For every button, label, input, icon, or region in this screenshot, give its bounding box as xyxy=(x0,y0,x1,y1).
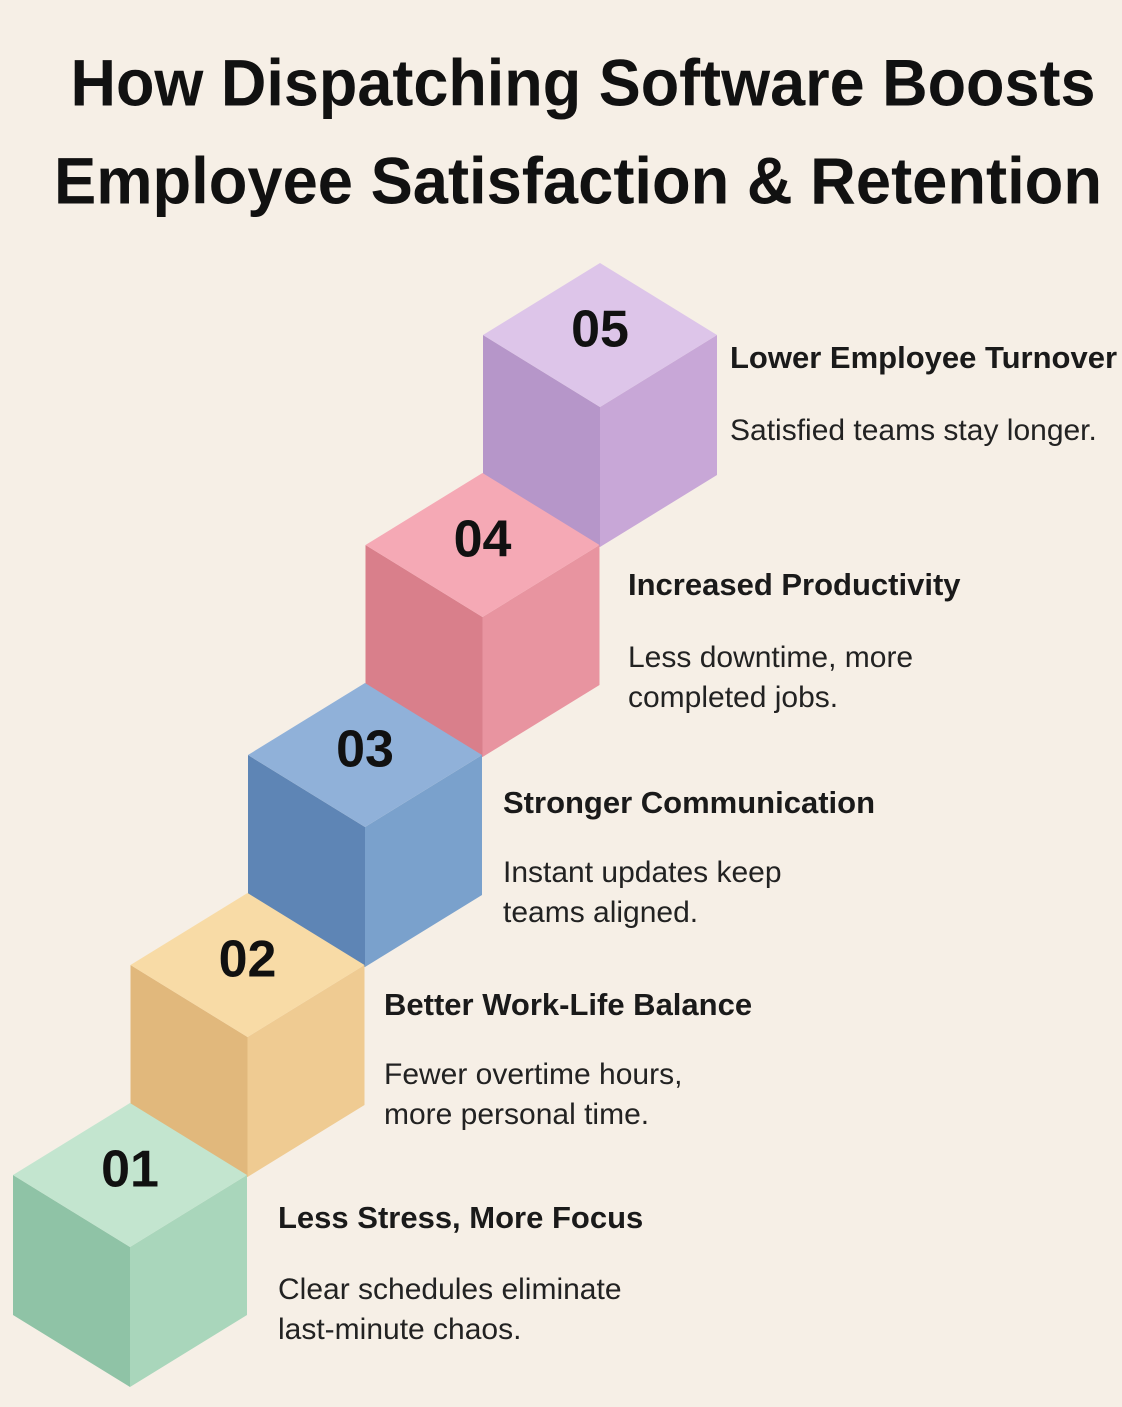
step-heading: Better Work-Life Balance xyxy=(384,987,752,1022)
cube-right-face xyxy=(600,335,717,547)
step-description: Instant updates keep xyxy=(503,856,782,889)
cube-left-face xyxy=(130,965,248,1177)
cube-left-face xyxy=(248,755,365,967)
cube-top-face xyxy=(483,263,717,407)
step-description: Fewer overtime hours, xyxy=(384,1058,682,1091)
title-line: How Dispatching Software Boosts xyxy=(71,45,1096,119)
step-heading: Stronger Communication xyxy=(503,785,875,820)
step-description: Clear schedules eliminate xyxy=(278,1273,622,1306)
step-description: completed jobs. xyxy=(628,681,838,714)
cube-top-face xyxy=(13,1103,247,1247)
step-number: 04 xyxy=(454,511,512,569)
step-heading: Increased Productivity xyxy=(628,567,961,602)
step-number: 02 xyxy=(219,931,277,989)
step-number: 03 xyxy=(336,721,394,779)
step-description: more personal time. xyxy=(384,1098,649,1131)
cube-left-face xyxy=(365,545,483,757)
step-description: Less downtime, more xyxy=(628,641,913,674)
step-description: last-minute chaos. xyxy=(278,1313,521,1346)
step-number: 01 xyxy=(101,1141,159,1199)
title-line: Employee Satisfaction & Retention xyxy=(54,143,1102,217)
cube-top-face xyxy=(248,683,482,827)
cube-right-face xyxy=(482,545,600,757)
step-heading: Lower Employee Turnover xyxy=(730,340,1117,375)
step-description: teams aligned. xyxy=(503,896,698,929)
cube-right-face xyxy=(130,1175,247,1387)
cube-top-face xyxy=(365,473,600,617)
step-heading: Less Stress, More Focus xyxy=(278,1200,643,1235)
step-description: Satisfied teams stay longer. xyxy=(730,414,1097,447)
cube-top-face xyxy=(130,893,365,1037)
cube-left-face xyxy=(483,335,600,547)
step-number: 05 xyxy=(571,301,629,359)
cube-left-face xyxy=(13,1175,130,1387)
cube-right-face xyxy=(247,965,365,1177)
cube-right-face xyxy=(365,755,482,967)
